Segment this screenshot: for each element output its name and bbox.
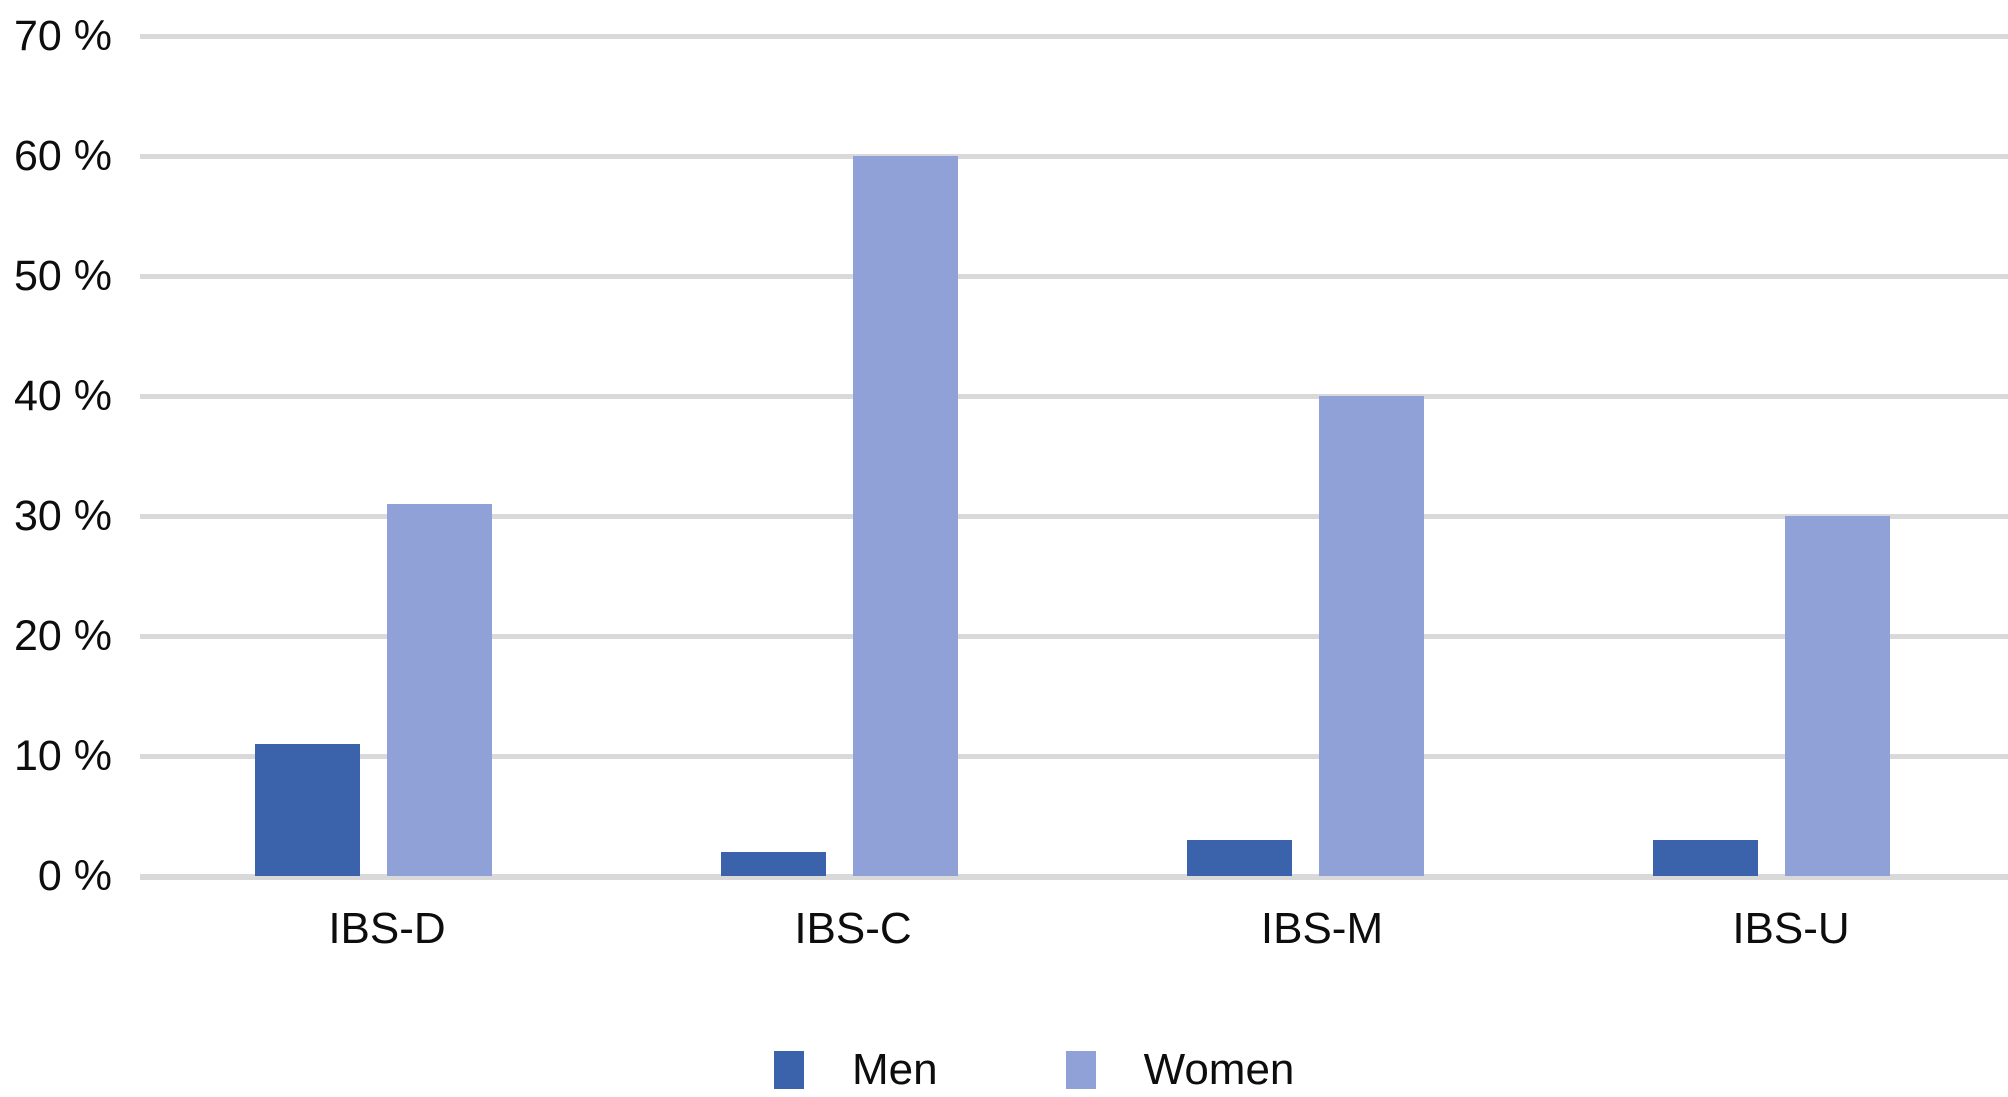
legend-swatch-men [774, 1051, 804, 1089]
bar-men-ibs-c [721, 852, 826, 876]
y-tick-40%: 40 % [13, 372, 112, 420]
gridline-70% [140, 34, 2008, 39]
bar-women-ibs-u [1785, 516, 1890, 876]
y-tick-30%: 30 % [13, 492, 112, 540]
gridline-60% [140, 154, 2008, 159]
bar-women-ibs-d [387, 504, 492, 876]
y-tick-50%: 50 % [13, 252, 112, 300]
y-tick-60%: 60 % [13, 132, 112, 180]
legend-swatch-women [1065, 1051, 1096, 1089]
bar-men-ibs-m [1187, 840, 1292, 876]
gridline-10% [140, 754, 2008, 759]
x-label-ibs-c: IBS-C [794, 904, 912, 953]
bar-men-ibs-d [255, 744, 360, 876]
bar-men-ibs-u [1653, 840, 1758, 876]
x-label-ibs-d: IBS-D [328, 904, 446, 953]
x-label-ibs-m: IBS-M [1260, 904, 1384, 953]
bar-women-ibs-m [1319, 396, 1424, 876]
gridline-40% [140, 394, 2008, 399]
y-tick-20%: 20 % [13, 612, 112, 660]
x-label-ibs-u: IBS-U [1732, 904, 1850, 953]
bar-women-ibs-c [853, 156, 958, 876]
legend-label-women: Women [1143, 1045, 1295, 1094]
gridline-20% [140, 634, 2008, 639]
gridline-30% [140, 514, 2008, 519]
legend: Men Women [774, 1044, 1294, 1096]
gridline-50% [140, 274, 2008, 279]
gridline-0% [140, 874, 2008, 880]
legend-label-men: Men [852, 1045, 938, 1094]
y-tick-10%: 10 % [13, 732, 112, 780]
y-tick-0%: 0 % [37, 852, 112, 900]
y-tick-70%: 70 % [13, 12, 112, 60]
